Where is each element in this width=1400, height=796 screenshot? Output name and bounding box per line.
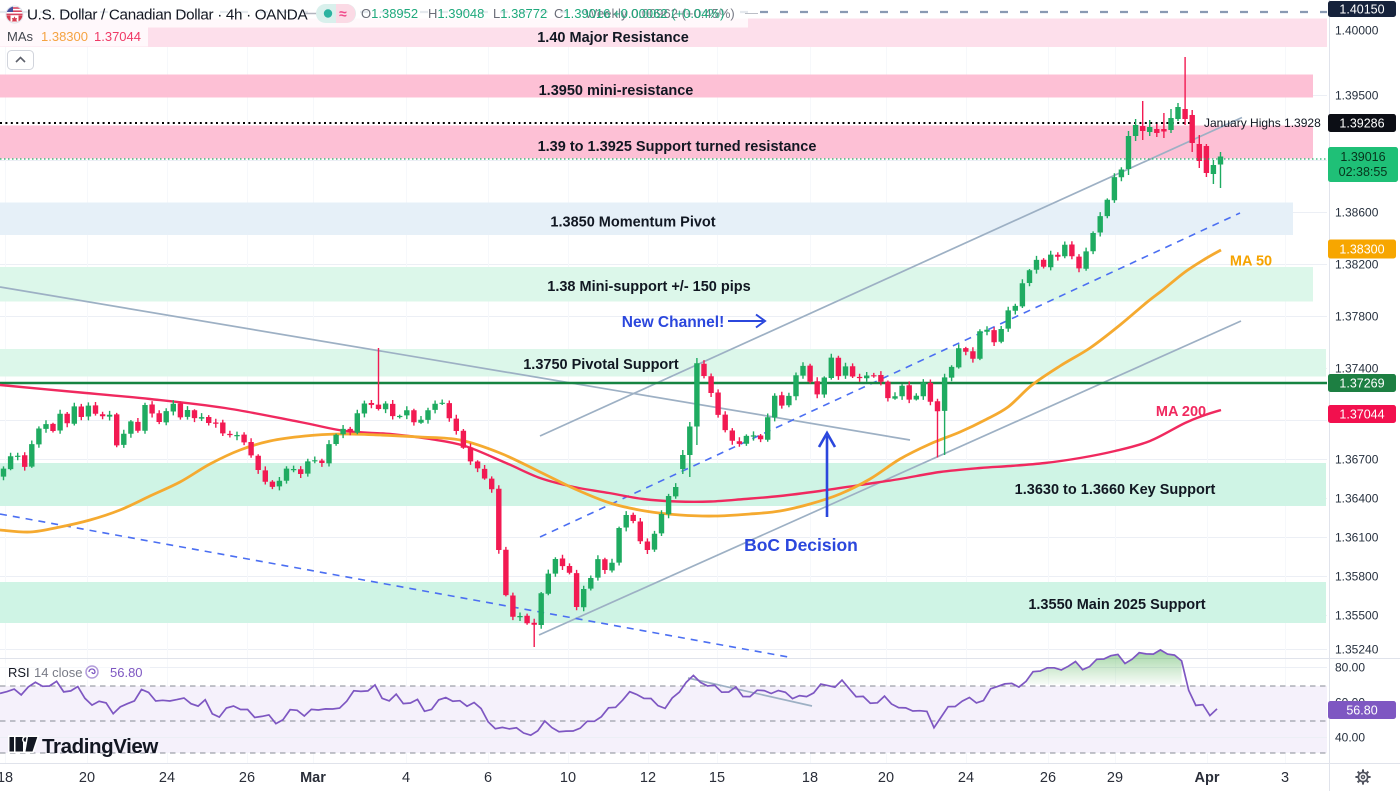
svg-text:1.3550 Main 2025 Support: 1.3550 Main 2025 Support <box>1028 597 1205 613</box>
svg-text:1.40 Major Resistance: 1.40 Major Resistance <box>537 30 689 46</box>
svg-text:1.39 to 1.3925 Support turned: 1.39 to 1.3925 Support turned resistance <box>538 139 817 155</box>
svg-text:1.35500: 1.35500 <box>1335 609 1379 623</box>
svg-text:26: 26 <box>1040 770 1056 786</box>
svg-text:MA 50: MA 50 <box>1230 254 1272 270</box>
svg-text:Mar: Mar <box>300 770 326 786</box>
svg-text:02:38:55: 02:38:55 <box>1339 165 1388 179</box>
svg-text:1.38200: 1.38200 <box>1335 258 1379 272</box>
svg-text:1.37044: 1.37044 <box>1339 407 1384 421</box>
svg-text:1.37269: 1.37269 <box>1339 376 1384 390</box>
svg-text:26: 26 <box>239 770 255 786</box>
svg-text:1.38300: 1.38300 <box>41 29 88 44</box>
svg-text:6: 6 <box>484 770 492 786</box>
svg-text:+0.00062 (+0.04%): +0.00062 (+0.04%) <box>613 6 724 21</box>
svg-text:24: 24 <box>958 770 974 786</box>
svg-text:1.38 Mini-support +/- 150 pips: 1.38 Mini-support +/- 150 pips <box>547 279 750 295</box>
svg-text:14 close: 14 close <box>34 665 82 680</box>
svg-text:1.36400: 1.36400 <box>1335 492 1379 506</box>
svg-text:RSI: RSI <box>8 665 30 680</box>
svg-text:1.3630 to 1.3660 Key Support: 1.3630 to 1.3660 Key Support <box>1015 482 1216 498</box>
svg-text:U.S. Dollar / Canadian Dollar: U.S. Dollar / Canadian Dollar · 4h · OAN… <box>27 7 308 24</box>
svg-text:1.39286: 1.39286 <box>1339 116 1384 130</box>
svg-text:1.38300: 1.38300 <box>1339 242 1384 256</box>
svg-text:3: 3 <box>1281 770 1289 786</box>
svg-text:1.35240: 1.35240 <box>1335 643 1379 657</box>
svg-text:1.36700: 1.36700 <box>1335 453 1379 467</box>
svg-text:10: 10 <box>560 770 576 786</box>
svg-text:1.3850 Momentum Pivot: 1.3850 Momentum Pivot <box>550 215 715 231</box>
svg-text:1.38600: 1.38600 <box>1335 206 1379 220</box>
svg-text:1.35800: 1.35800 <box>1335 570 1379 584</box>
svg-text:BoC Decision: BoC Decision <box>744 535 858 555</box>
svg-text:4: 4 <box>402 770 410 786</box>
svg-text:≈: ≈ <box>339 6 347 22</box>
svg-text:1.39016: 1.39016 <box>1340 150 1385 164</box>
svg-text:Apr: Apr <box>1195 770 1220 786</box>
svg-text:1.3750 Pivotal Support: 1.3750 Pivotal Support <box>523 357 679 373</box>
svg-text:12: 12 <box>640 770 656 786</box>
svg-text:January Highs 1.3928: January Highs 1.3928 <box>1204 116 1321 130</box>
svg-text:56.80: 56.80 <box>1346 703 1377 717</box>
svg-text:18: 18 <box>0 770 13 786</box>
svg-text:18: 18 <box>802 770 818 786</box>
svg-text:—: — <box>745 5 758 20</box>
svg-text:MA 200: MA 200 <box>1156 404 1206 420</box>
svg-text:40.00: 40.00 <box>1335 731 1365 745</box>
svg-text:1.39500: 1.39500 <box>1335 89 1379 103</box>
svg-text:1.37044: 1.37044 <box>94 29 141 44</box>
svg-text:1.37800: 1.37800 <box>1335 310 1379 324</box>
svg-text:20: 20 <box>878 770 894 786</box>
svg-text:15: 15 <box>709 770 725 786</box>
svg-text:29: 29 <box>1107 770 1123 786</box>
svg-text:Weekly 0.00962 (+0.45%): Weekly 0.00962 (+0.45%) <box>585 6 735 21</box>
svg-text:1.40150: 1.40150 <box>1339 2 1384 16</box>
svg-text:1.37400: 1.37400 <box>1335 362 1379 376</box>
svg-text:20: 20 <box>79 770 95 786</box>
svg-text:MAs: MAs <box>7 29 34 44</box>
svg-text:56.80: 56.80 <box>110 665 143 680</box>
svg-text:1.36100: 1.36100 <box>1335 531 1379 545</box>
svg-text:1.40000: 1.40000 <box>1335 24 1379 38</box>
svg-text:24: 24 <box>159 770 175 786</box>
svg-text:1.3950 mini-resistance: 1.3950 mini-resistance <box>539 83 694 99</box>
svg-text:80.00: 80.00 <box>1335 661 1365 675</box>
svg-text:New Channel!: New Channel! <box>622 314 724 331</box>
svg-text:TradingView: TradingView <box>42 735 158 758</box>
